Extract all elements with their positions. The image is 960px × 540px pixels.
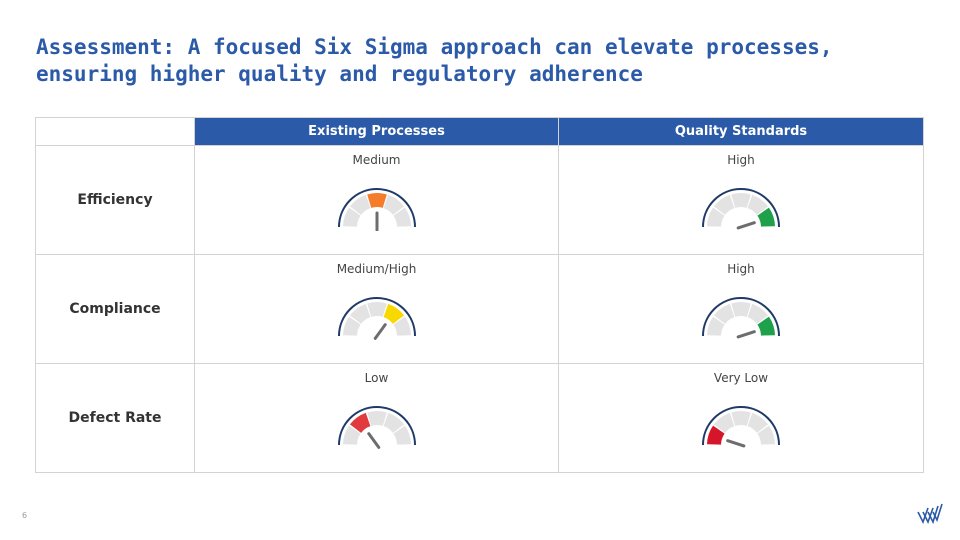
table-row: Defect Rate Low Very Low	[35, 363, 924, 473]
gauge-segment	[342, 207, 361, 227]
gauge-segment	[392, 207, 411, 227]
gauge-segment	[747, 412, 769, 433]
gauge-segment	[392, 316, 411, 336]
header-corner-cell	[35, 117, 195, 146]
gauge-needle	[736, 221, 756, 230]
gauge-segment	[713, 412, 735, 433]
gauge-segment	[713, 194, 735, 215]
gauge-segment	[383, 194, 404, 215]
gauge-level-label: Low	[364, 371, 389, 385]
page-number: 6	[22, 511, 28, 520]
gauge-needle	[366, 432, 380, 449]
row-label-defect-rate: Defect Rate	[35, 363, 195, 473]
gauge-segment	[757, 425, 775, 445]
gauge-segment	[366, 302, 387, 317]
gauge-segment	[342, 316, 361, 336]
gauge-segment	[713, 303, 735, 324]
gauge-cell: Low	[194, 363, 559, 473]
gauge-level-label: Very Low	[713, 371, 769, 385]
column-header-existing-processes: Existing Processes	[194, 117, 559, 146]
table-header-row: Existing Processes Quality Standards	[35, 117, 924, 146]
gauge-segment	[383, 412, 404, 433]
gauge-rim	[702, 188, 780, 228]
gauge-active-segment	[757, 207, 775, 227]
slide-title-line-1: Assessment: A focused Six Sigma approach…	[36, 35, 833, 59]
gauge-active-segment	[707, 425, 725, 445]
gauge-needle	[373, 323, 387, 340]
gauge-meter-icon	[337, 297, 416, 340]
gauge-segment	[349, 194, 370, 215]
gauge-level-label: Medium	[352, 153, 401, 167]
chevron-stripes-logo-icon	[917, 503, 943, 524]
gauge-rim	[337, 297, 416, 337]
gauge-segment	[731, 302, 751, 317]
gauge-cell: High	[558, 254, 924, 364]
assessment-table: Existing Processes Quality Standards Eff…	[35, 117, 924, 473]
slide-title-line-2: ensuring higher quality and regulatory a…	[36, 62, 643, 86]
column-header-quality-standards: Quality Standards	[558, 117, 924, 146]
gauge-segment	[392, 425, 411, 445]
gauge-segment	[707, 316, 725, 336]
gauge-segment	[747, 303, 769, 324]
gauge-rim	[702, 406, 780, 446]
gauge-rim	[337, 406, 416, 446]
gauge-level-label: Medium/High	[336, 262, 417, 276]
gauge-segment	[342, 425, 361, 445]
gauge-level-label: High	[727, 153, 755, 167]
gauge-cell: Medium	[194, 145, 559, 255]
gauge-cell: High	[558, 145, 924, 255]
slide-title: Assessment: A focused Six Sigma approach…	[36, 34, 896, 88]
gauge-segment	[366, 411, 387, 426]
gauge-segment	[731, 411, 751, 426]
row-label-compliance: Compliance	[35, 254, 195, 364]
table-row: Efficiency Medium High	[35, 145, 924, 255]
gauge-needle	[726, 439, 746, 448]
row-label-efficiency: Efficiency	[35, 145, 195, 255]
gauge-rim	[337, 188, 416, 228]
gauge-segment	[707, 207, 725, 227]
gauge-segment	[349, 303, 370, 324]
gauge-cell: Medium/High	[194, 254, 559, 364]
gauge-active-segment	[383, 303, 404, 324]
table-row: Compliance Medium/High High	[35, 254, 924, 364]
gauge-active-segment	[349, 412, 370, 433]
gauge-segment	[747, 194, 769, 215]
gauge-rim	[702, 297, 780, 337]
gauge-cell: Very Low	[558, 363, 924, 473]
gauge-level-label: High	[727, 262, 755, 276]
gauge-meter-icon	[337, 406, 416, 449]
gauge-active-segment	[366, 193, 387, 208]
gauge-segment	[731, 193, 751, 208]
gauge-needle	[736, 330, 756, 339]
gauge-meter-icon	[702, 297, 780, 339]
gauge-meter-icon	[702, 406, 780, 448]
gauge-active-segment	[757, 316, 775, 336]
gauge-meter-icon	[337, 188, 416, 231]
gauge-meter-icon	[702, 188, 780, 230]
